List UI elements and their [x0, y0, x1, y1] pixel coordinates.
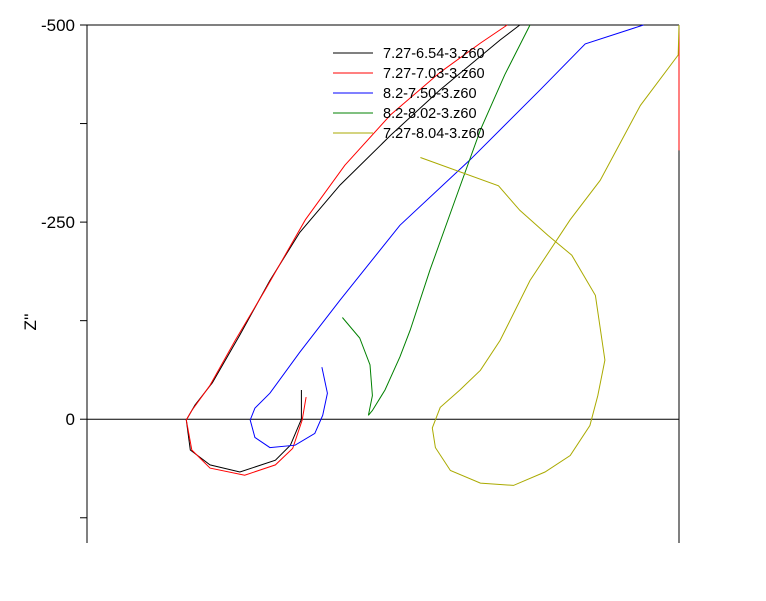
legend-label-2: 7.27-7.03-3.z60	[383, 66, 485, 82]
y-tick-label: -250	[41, 213, 75, 232]
series-line-5	[420, 24, 680, 486]
y-axis-label: Z''	[21, 314, 40, 331]
axes: -500 -250 0	[41, 16, 680, 543]
y-tick-label: 0	[66, 410, 75, 429]
legend-label-4: 8.2-8.02-3.z60	[383, 106, 477, 122]
series-line-3	[249, 24, 644, 449]
legend-label-1: 7.27-6.54-3.z60	[383, 46, 485, 62]
legend-label-3: 8.2-7.50-3.z60	[383, 86, 477, 102]
legend-label-5: 7.27-8.04-3.z60	[383, 126, 485, 142]
series-line-4	[342, 24, 531, 416]
y-tick-label: -500	[41, 16, 75, 35]
plot-area	[185, 24, 680, 486]
series-line-2	[185, 24, 508, 476]
legend: 7.27-6.54-3.z60 7.27-7.03-3.z60 8.2-7.50-3…	[333, 46, 485, 142]
